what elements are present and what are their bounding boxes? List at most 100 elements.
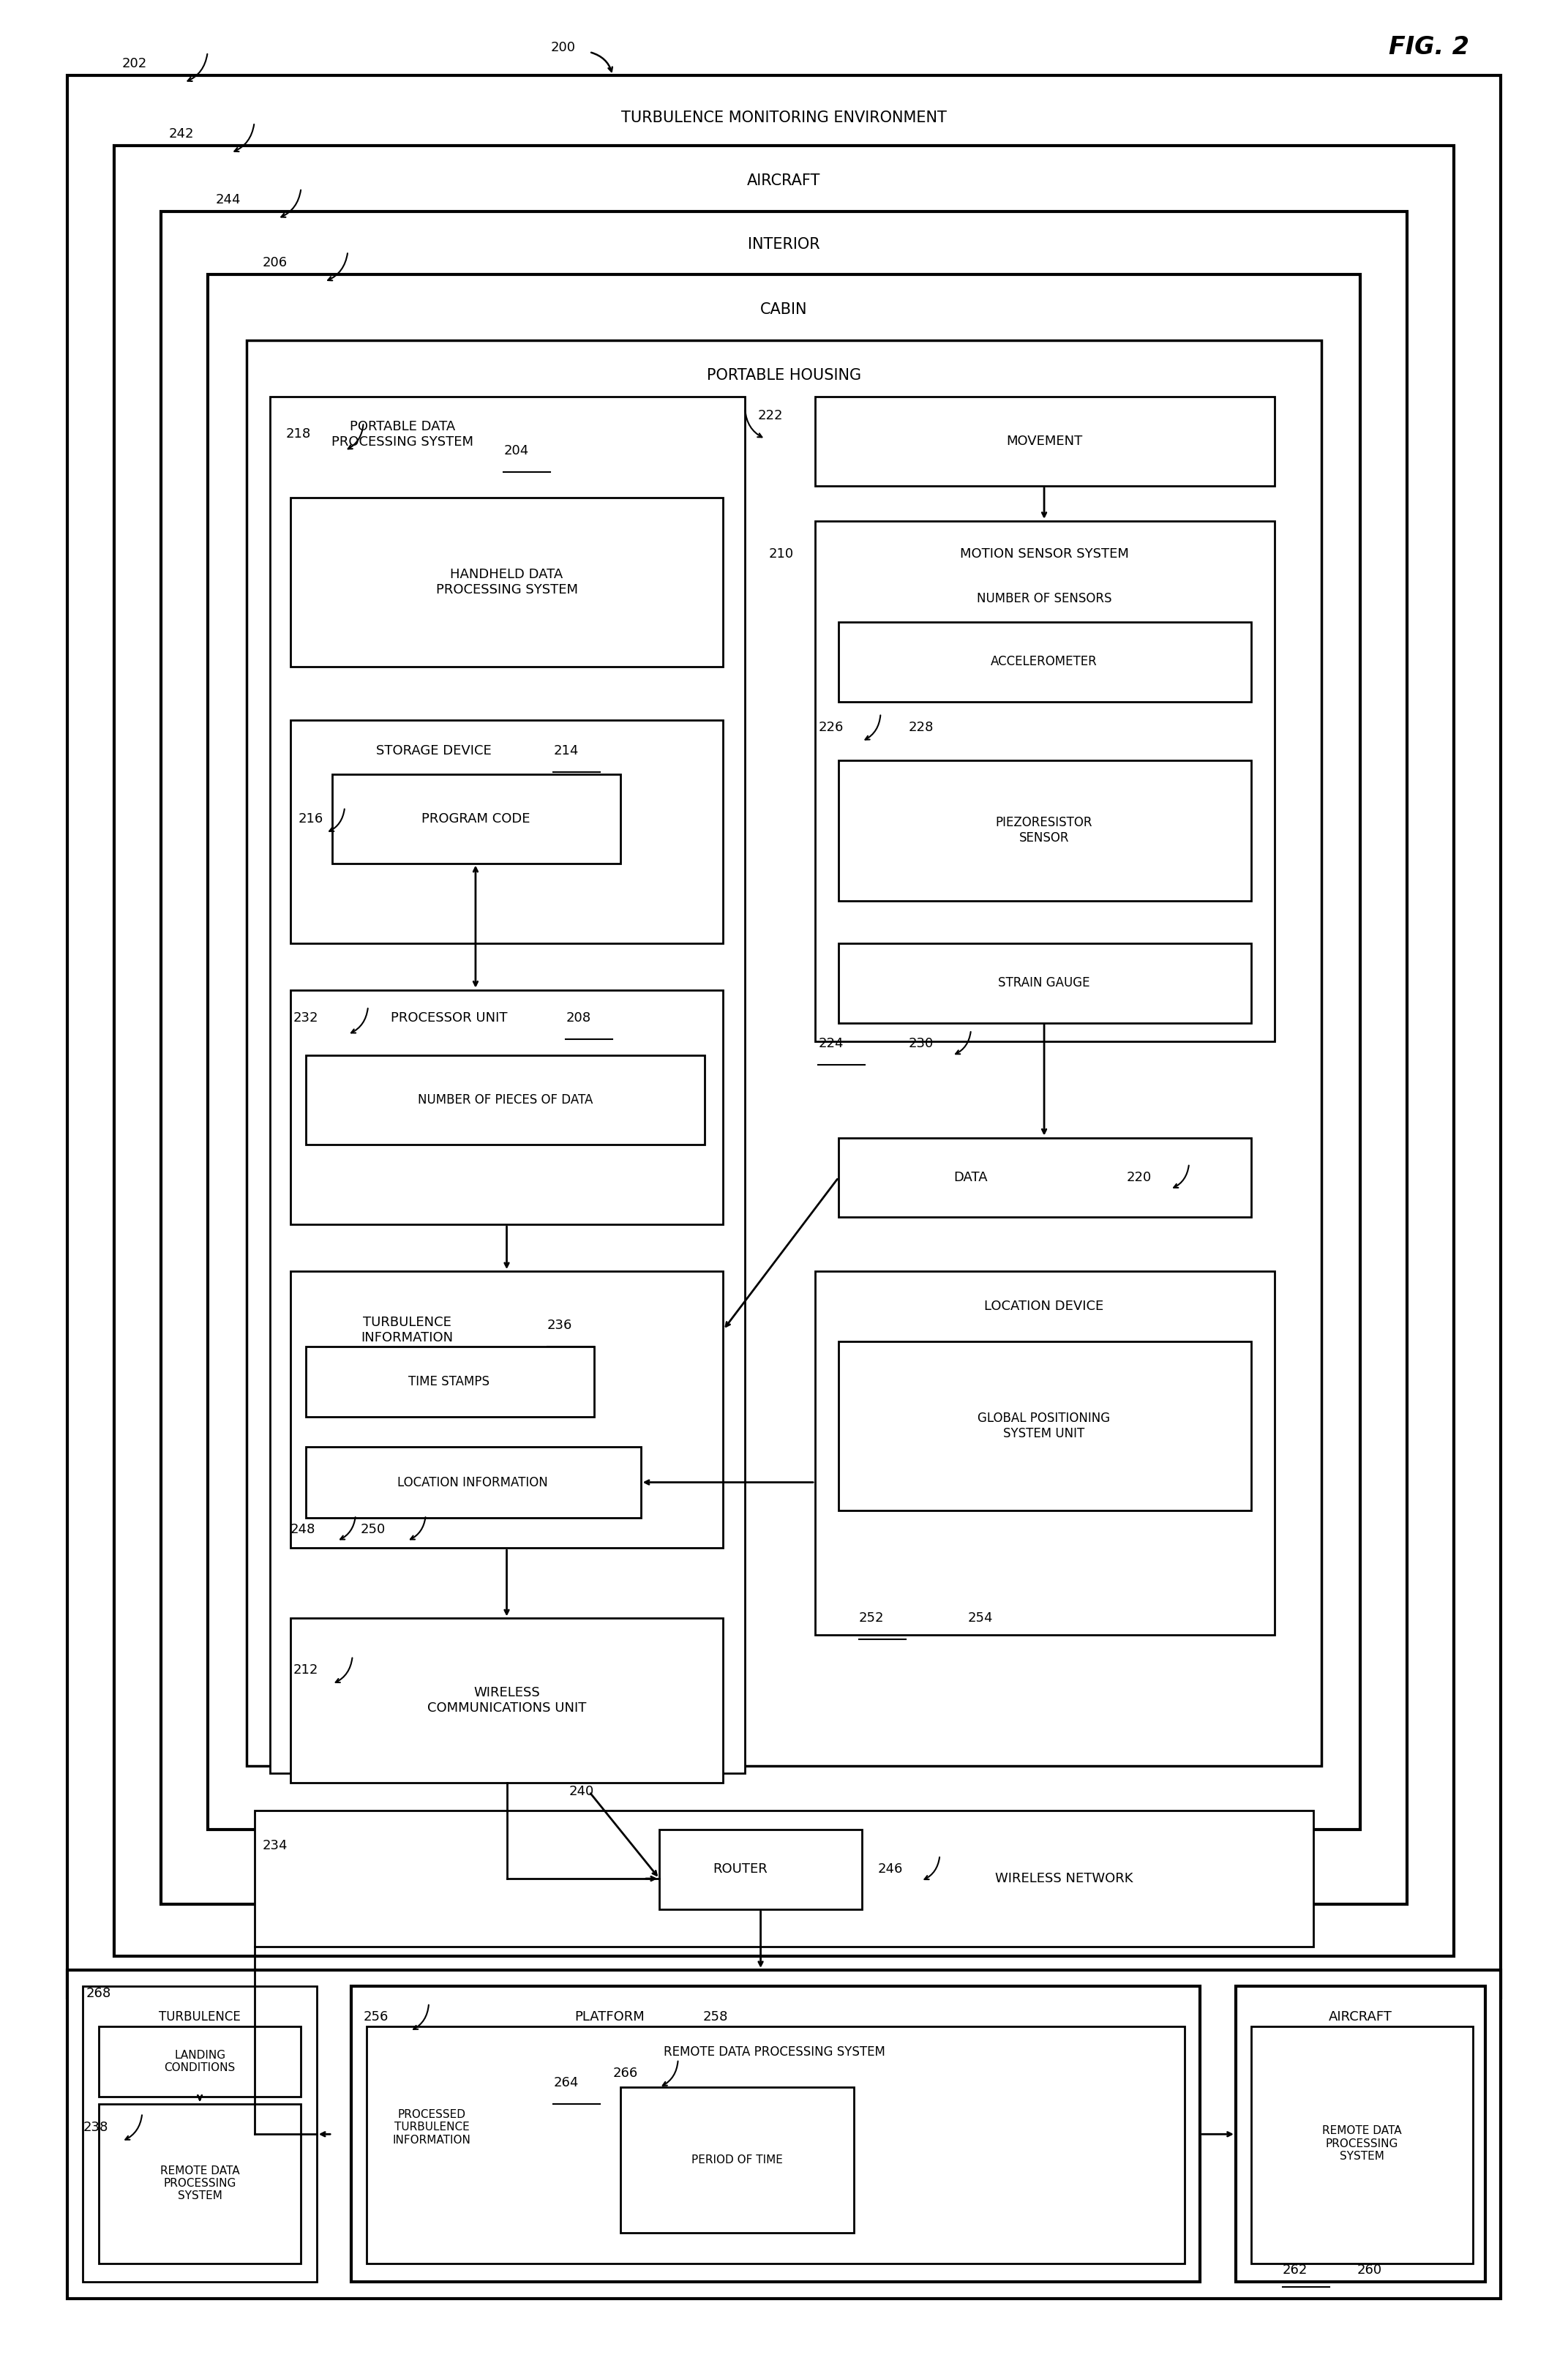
Text: PLATFORM: PLATFORM [574,2011,644,2023]
Text: 264: 264 [554,2077,579,2089]
Text: 230: 230 [908,1036,933,1050]
Text: 254: 254 [967,1611,993,1625]
Text: 236: 236 [547,1319,572,1333]
Text: HANDHELD DATA
PROCESSING SYSTEM: HANDHELD DATA PROCESSING SYSTEM [436,568,577,596]
Text: PIEZORESISTOR
SENSOR: PIEZORESISTOR SENSOR [996,817,1093,845]
Bar [67,1971,1501,2298]
Text: TURBULENCE: TURBULENCE [158,2011,241,2023]
Text: CABIN: CABIN [760,301,808,318]
Text: PROGRAM CODE: PROGRAM CODE [422,812,530,824]
Bar [162,212,1406,1905]
Bar [270,396,745,1773]
Text: WIRELESS NETWORK: WIRELESS NETWORK [996,1872,1134,1886]
Bar [815,1272,1275,1634]
Bar [839,761,1251,902]
Bar [254,1811,1314,1948]
Text: NUMBER OF PIECES OF DATA: NUMBER OF PIECES OF DATA [417,1093,593,1107]
Text: 242: 242 [169,127,194,141]
Bar [839,622,1251,702]
Text: LOCATION INFORMATION: LOCATION INFORMATION [397,1477,547,1488]
Text: 224: 224 [818,1036,844,1050]
Bar [99,2103,301,2263]
Text: REMOTE DATA
PROCESSING
SYSTEM: REMOTE DATA PROCESSING SYSTEM [160,2164,240,2202]
Text: PERIOD OF TIME: PERIOD OF TIME [691,2155,782,2167]
Text: 200: 200 [550,40,575,54]
Text: ROUTER: ROUTER [713,1863,768,1877]
Text: AIRCRAFT: AIRCRAFT [748,174,820,188]
Text: 210: 210 [768,546,793,560]
Bar [306,1055,704,1145]
Bar [290,989,723,1225]
Bar [290,1618,723,1783]
Text: FIG. 2: FIG. 2 [1389,35,1469,59]
Text: 222: 222 [757,410,782,422]
Text: 214: 214 [554,744,579,758]
Text: TURBULENCE MONITORING ENVIRONMENT: TURBULENCE MONITORING ENVIRONMENT [621,111,947,125]
Text: 212: 212 [293,1663,318,1677]
Text: 258: 258 [702,2011,728,2023]
Text: 246: 246 [878,1863,903,1877]
Bar [839,1137,1251,1218]
Text: GLOBAL POSITIONING
SYSTEM UNIT: GLOBAL POSITIONING SYSTEM UNIT [978,1413,1110,1441]
Text: 256: 256 [364,2011,389,2023]
Text: 250: 250 [361,1524,386,1535]
Text: 206: 206 [262,257,287,268]
Text: 234: 234 [262,1839,287,1853]
Text: PORTABLE DATA
PROCESSING SYSTEM: PORTABLE DATA PROCESSING SYSTEM [331,419,474,447]
Text: 248: 248 [290,1524,315,1535]
Bar [1236,1988,1485,2282]
Text: PROCESSOR UNIT: PROCESSOR UNIT [390,1010,508,1024]
Text: 204: 204 [503,445,528,457]
Text: 228: 228 [908,721,935,735]
Text: 240: 240 [569,1785,594,1799]
Bar [815,396,1275,485]
Text: 244: 244 [215,193,240,207]
Bar [67,75,1501,1997]
Bar [290,721,723,942]
Text: LANDING
CONDITIONS: LANDING CONDITIONS [165,2049,235,2072]
Text: REMOTE DATA PROCESSING SYSTEM: REMOTE DATA PROCESSING SYSTEM [663,2046,886,2058]
Text: 216: 216 [298,812,323,824]
Bar [290,1272,723,1547]
Bar [207,276,1361,1830]
Text: 232: 232 [293,1010,318,1024]
Text: 268: 268 [86,1988,111,1999]
Text: NUMBER OF SENSORS: NUMBER OF SENSORS [977,591,1112,605]
Text: 202: 202 [122,57,147,71]
Text: TURBULENCE
INFORMATION: TURBULENCE INFORMATION [361,1316,453,1345]
Text: INTERIOR: INTERIOR [748,238,820,252]
Text: LOCATION DEVICE: LOCATION DEVICE [985,1300,1104,1314]
Bar [306,1448,641,1517]
Bar [332,775,621,864]
Text: 266: 266 [613,2068,638,2079]
Text: 238: 238 [83,2120,108,2134]
Text: DATA: DATA [953,1170,988,1185]
Text: ACCELEROMETER: ACCELEROMETER [991,655,1098,669]
Text: 260: 260 [1358,2263,1383,2277]
Bar [839,942,1251,1022]
Text: 208: 208 [566,1010,591,1024]
Bar [83,1988,317,2282]
Text: 252: 252 [859,1611,884,1625]
Text: PROCESSED
TURBULENCE
INFORMATION: PROCESSED TURBULENCE INFORMATION [394,2110,470,2145]
Bar [351,1988,1200,2282]
Bar [815,520,1275,1041]
Text: 218: 218 [285,429,310,440]
Text: WIRELESS
COMMUNICATIONS UNIT: WIRELESS COMMUNICATIONS UNIT [426,1686,586,1714]
Bar [114,146,1454,1957]
Text: AIRCRAFT: AIRCRAFT [1328,2011,1392,2023]
Text: REMOTE DATA
PROCESSING
SYSTEM: REMOTE DATA PROCESSING SYSTEM [1322,2124,1402,2162]
Text: 226: 226 [818,721,844,735]
Bar [99,2025,301,2096]
Bar [621,2087,855,2233]
Text: MOTION SENSOR SYSTEM: MOTION SENSOR SYSTEM [960,546,1129,560]
Bar [1251,2025,1472,2263]
Text: STRAIN GAUGE: STRAIN GAUGE [999,977,1090,989]
Text: TIME STAMPS: TIME STAMPS [408,1375,489,1387]
Text: MOVEMENT: MOVEMENT [1007,436,1082,447]
Bar [306,1347,594,1418]
Bar [246,341,1322,1766]
Bar [660,1830,862,1910]
Text: 220: 220 [1127,1170,1152,1185]
Bar [839,1342,1251,1510]
